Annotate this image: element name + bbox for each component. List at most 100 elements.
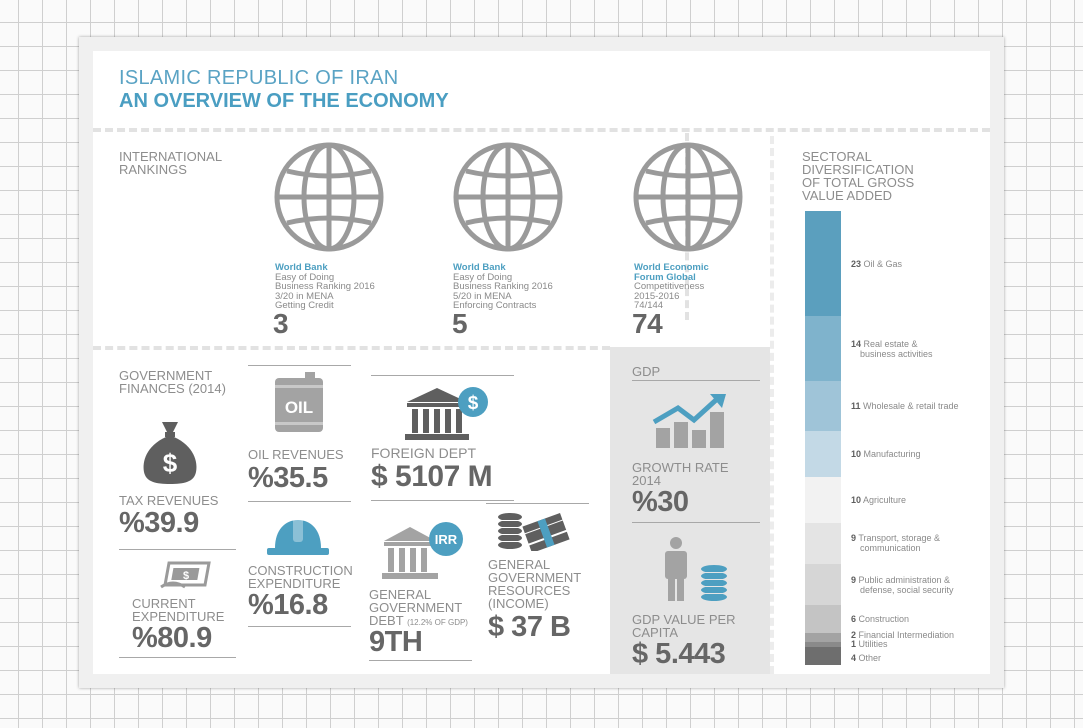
sector-name-cont: business activities: [860, 348, 933, 359]
ranking-1-value: 3: [273, 308, 289, 339]
sector-name-cont: communication: [860, 543, 921, 554]
sector-label: 2 Financial Intermediation: [851, 630, 954, 640]
svg-text:IRR: IRR: [435, 532, 458, 547]
cash-hand-icon: $: [160, 561, 211, 589]
sector-value: 2: [851, 630, 857, 641]
globe-icon: [453, 142, 563, 252]
sector-segment: [805, 316, 841, 382]
bank-irr-icon: IRR: [382, 522, 463, 579]
foreign-debt-label: FOREIGN DEPT: [371, 445, 477, 461]
sector-name: Public administration &: [856, 574, 951, 585]
finances-heading: GOVERNMENT FINANCES (2014): [119, 368, 226, 396]
sector-segment: [805, 522, 841, 565]
divider-sectoral: [770, 136, 774, 674]
gdp-per-capita-label: GDP VALUE PER CAPITA: [632, 612, 736, 640]
sector-name: Utilities: [856, 639, 888, 650]
sector-name: Manufacturing: [861, 449, 921, 460]
sector-label: 9 Transport, storage & communication: [851, 533, 940, 553]
sector-segment: [805, 431, 841, 478]
sector-segment: [805, 564, 841, 606]
rule: [632, 522, 760, 523]
current-expenditure-label: CURRENT EXPENDITURE: [132, 596, 225, 624]
sectoral-stacked-bar: [805, 211, 841, 666]
sector-name: Financial Intermediation: [856, 630, 955, 641]
sector-value: 23: [851, 258, 862, 269]
sector-name: Transport, storage &: [856, 533, 941, 544]
title-line-1: ISLAMIC REPUBLIC OF IRAN: [119, 67, 399, 89]
sector-value: 10: [851, 449, 862, 460]
sector-label: 4 Other: [851, 653, 881, 663]
bank-dollar-icon: $: [405, 387, 488, 440]
growth-chart-icon: [652, 394, 726, 448]
sector-value: 14: [851, 338, 862, 349]
sector-label: 1 Utilities: [851, 639, 888, 649]
oil-revenues-value: %35.5: [248, 462, 328, 494]
infographic-panel: ISLAMIC REPUBLIC OF IRAN AN OVERVIEW OF …: [93, 51, 990, 674]
rule: [248, 626, 351, 627]
rule: [248, 501, 351, 502]
rule: [632, 380, 760, 381]
construction-expenditure-value: %16.8: [248, 589, 328, 621]
rule: [248, 365, 351, 366]
construction-expenditure-label: CONSTRUCTION EXPENDITURE: [248, 563, 353, 591]
sector-segment: [805, 646, 841, 666]
sector-value: 11: [851, 400, 861, 411]
sector-value: 10: [851, 494, 862, 505]
government-debt-label: GENERAL GOVERNMENT DEBT (12.2% OF GDP): [369, 587, 468, 628]
current-expenditure-value: %80.9: [132, 622, 212, 654]
sector-label: 6 Construction: [851, 614, 909, 624]
oil-revenues-label: OIL REVENUES: [248, 447, 344, 462]
sector-segment: [805, 632, 841, 643]
gdp-panel: GDP GROWTH RATE 2014 %30: [610, 347, 770, 674]
sector-name: Agriculture: [861, 494, 907, 505]
sector-label: 11 Wholesale & retail trade: [851, 401, 959, 411]
sector-label: 9 Public administration & defense, social…: [851, 575, 954, 595]
sector-value: 9: [851, 574, 857, 585]
sector-segment: [805, 605, 841, 634]
divider-header: [93, 128, 990, 132]
sector-label: 14 Real estate & business activities: [851, 339, 933, 359]
tax-revenues-label: TAX REVENUES: [119, 493, 219, 508]
government-resources-value: $ 37 B: [488, 611, 571, 643]
sector-segment: [805, 380, 841, 432]
government-resources-label: GENERAL GOVERNMENT RESOURCES (INCOME): [488, 557, 582, 611]
gdp-per-capita-value: $ 5.443: [632, 638, 726, 670]
sector-label: 10 Agriculture: [851, 495, 906, 505]
svg-text:OIL: OIL: [285, 398, 313, 417]
svg-text:$: $: [163, 448, 178, 478]
globe-icon: [633, 142, 743, 252]
globe-icon: [274, 142, 384, 252]
sector-value: 9: [851, 533, 857, 544]
person-coins-icon: [665, 537, 727, 601]
sectoral-labels: 23 Oil & Gas 14 Real estate & business act…: [851, 211, 981, 665]
sector-segment: [805, 642, 841, 648]
growth-rate-value: %30: [632, 486, 689, 518]
oil-barrel-icon: OIL: [275, 372, 323, 432]
sector-name: Other: [856, 652, 882, 663]
divider-rankings-bottom: [93, 346, 610, 350]
svg-text:$: $: [183, 570, 189, 582]
sector-name: Wholesale & retail trade: [860, 400, 959, 411]
money-bag-icon: $: [143, 422, 197, 484]
sector-segment: [805, 211, 841, 317]
gdp-heading: GDP: [632, 364, 661, 379]
sector-value: 4: [851, 652, 857, 663]
ranking-3-value: 74: [632, 308, 663, 339]
sector-value: 6: [851, 614, 857, 625]
svg-text:$: $: [468, 393, 479, 414]
rule: [371, 375, 514, 376]
rule: [119, 657, 236, 658]
tax-revenues-value: %39.9: [119, 507, 199, 539]
coins-cash-icon: [498, 513, 570, 551]
sector-label: 10 Manufacturing: [851, 449, 921, 459]
sector-label: 23 Oil & Gas: [851, 259, 902, 269]
ranking-3: World Economic Forum Global Competitiven…: [632, 141, 744, 338]
sector-name: Construction: [856, 614, 910, 625]
title-line-2: AN OVERVIEW OF THE ECONOMY: [119, 90, 449, 112]
foreign-debt-value: $ 5107 M: [371, 460, 493, 493]
infographic-sheet: ISLAMIC REPUBLIC OF IRAN AN OVERVIEW OF …: [79, 37, 1004, 688]
hard-hat-icon: [267, 518, 329, 555]
rule: [369, 660, 472, 661]
sector-name: Real estate &: [861, 338, 918, 349]
government-debt-value: 9TH: [369, 626, 423, 658]
